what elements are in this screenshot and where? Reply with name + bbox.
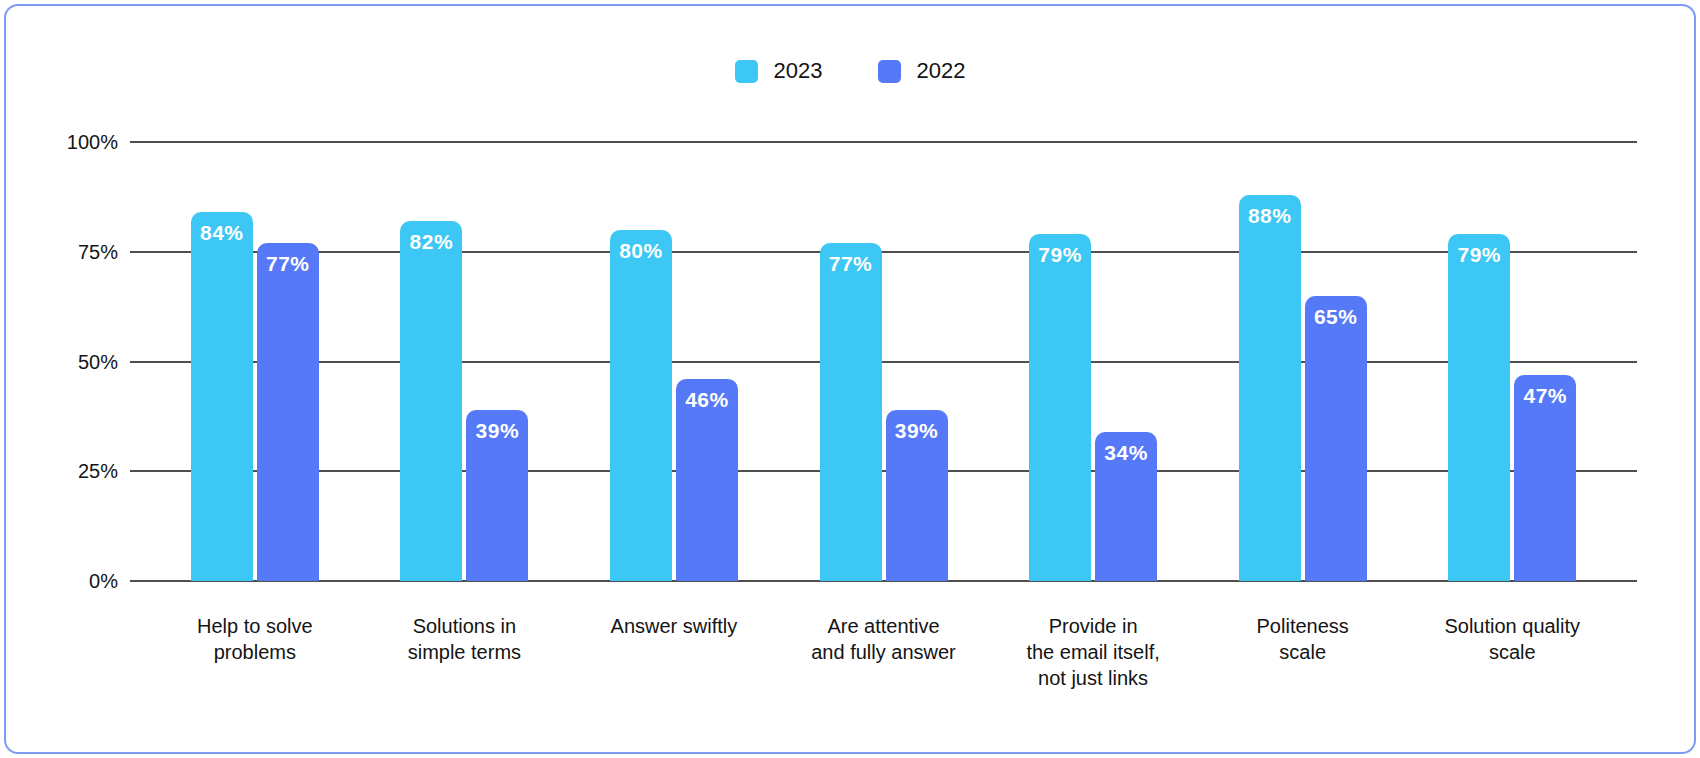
bar-2022-cat2: 46% — [676, 379, 738, 581]
bar-value-label: 80% — [619, 239, 663, 263]
bar-value-label: 46% — [685, 388, 729, 412]
legend-item-2023: 2023 — [735, 58, 823, 84]
x-axis-labels: Help to solve problemsSolutions in simpl… — [130, 613, 1637, 691]
bar-value-label: 79% — [1038, 243, 1082, 267]
bar-2023-cat5: 88% — [1239, 195, 1301, 581]
bar-2022-cat0: 77% — [257, 243, 319, 581]
bar-2022-cat6: 47% — [1514, 375, 1576, 581]
bar-2023-cat6: 79% — [1448, 234, 1510, 581]
bar-value-label: 39% — [895, 419, 939, 443]
bar-group-1: 82% 39% — [360, 221, 570, 581]
legend-item-2022: 2022 — [878, 58, 966, 84]
x-axis-category-label: Solution quality scale — [1407, 613, 1617, 691]
legend-swatch-2023-icon — [735, 60, 758, 83]
x-axis-category-label: Solutions in simple terms — [360, 613, 570, 691]
bar-value-label: 34% — [1104, 441, 1148, 465]
bar-value-label: 77% — [829, 252, 873, 276]
y-axis-tick-label: 25% — [78, 460, 118, 483]
y-axis: 0%25%50%75%100% — [6, 142, 118, 581]
bar-2023-cat2: 80% — [610, 230, 672, 581]
legend-swatch-2022-icon — [878, 60, 901, 83]
y-axis-tick-label: 75% — [78, 240, 118, 263]
bar-value-label: 65% — [1314, 305, 1358, 329]
x-axis-category-label: Politeness scale — [1198, 613, 1408, 691]
bar-2023-cat1: 82% — [400, 221, 462, 581]
bar-2023-cat4: 79% — [1029, 234, 1091, 581]
x-axis-category-label: Answer swiftly — [569, 613, 779, 691]
bar-value-label: 88% — [1248, 204, 1292, 228]
y-axis-tick-label: 0% — [89, 570, 118, 593]
chart-legend: 2023 2022 — [6, 56, 1694, 86]
bar-2023-cat3: 77% — [820, 243, 882, 581]
bar-group-0: 84% 77% — [150, 212, 360, 581]
bar-2022-cat3: 39% — [886, 410, 948, 581]
bar-value-label: 82% — [410, 230, 454, 254]
bar-2022-cat4: 34% — [1095, 432, 1157, 581]
plot-area: 84% 77% 82% 39% 80% 46% 77% 39% 79% 34% 88% 65% 79% 4… — [130, 142, 1637, 581]
legend-label: 2022 — [917, 58, 966, 84]
bar-group-3: 77% 39% — [779, 243, 989, 581]
bar-value-label: 39% — [476, 419, 520, 443]
chart-card: 2023 2022 0% 25% 50% 75% 100% 84% 77% 82% 39% 80%… — [4, 4, 1696, 754]
bar-value-label: 84% — [200, 221, 244, 245]
bar-value-label: 79% — [1457, 243, 1501, 267]
bar-group-5: 88% 65% — [1198, 195, 1408, 581]
bar-value-label: 77% — [266, 252, 310, 276]
bar-group-2: 80% 46% — [569, 230, 779, 581]
bars-row: 84% 77% 82% 39% 80% 46% 77% 39% 79% 34% 88% 65% 79% 4… — [130, 142, 1637, 581]
y-axis-tick-label: 100% — [67, 131, 118, 154]
bar-2023-cat0: 84% — [191, 212, 253, 581]
bar-2022-cat1: 39% — [466, 410, 528, 581]
bar-value-label: 47% — [1523, 384, 1567, 408]
x-axis-category-label: Are attentive and fully answer — [779, 613, 989, 691]
y-axis-tick-label: 50% — [78, 350, 118, 373]
x-axis-category-label: Help to solve problems — [150, 613, 360, 691]
x-axis-category-label: Provide in the email itself, not just li… — [988, 613, 1198, 691]
bar-group-6: 79% 47% — [1407, 234, 1617, 581]
bar-group-4: 79% 34% — [988, 234, 1198, 581]
bar-2022-cat5: 65% — [1305, 296, 1367, 581]
legend-label: 2023 — [774, 58, 823, 84]
